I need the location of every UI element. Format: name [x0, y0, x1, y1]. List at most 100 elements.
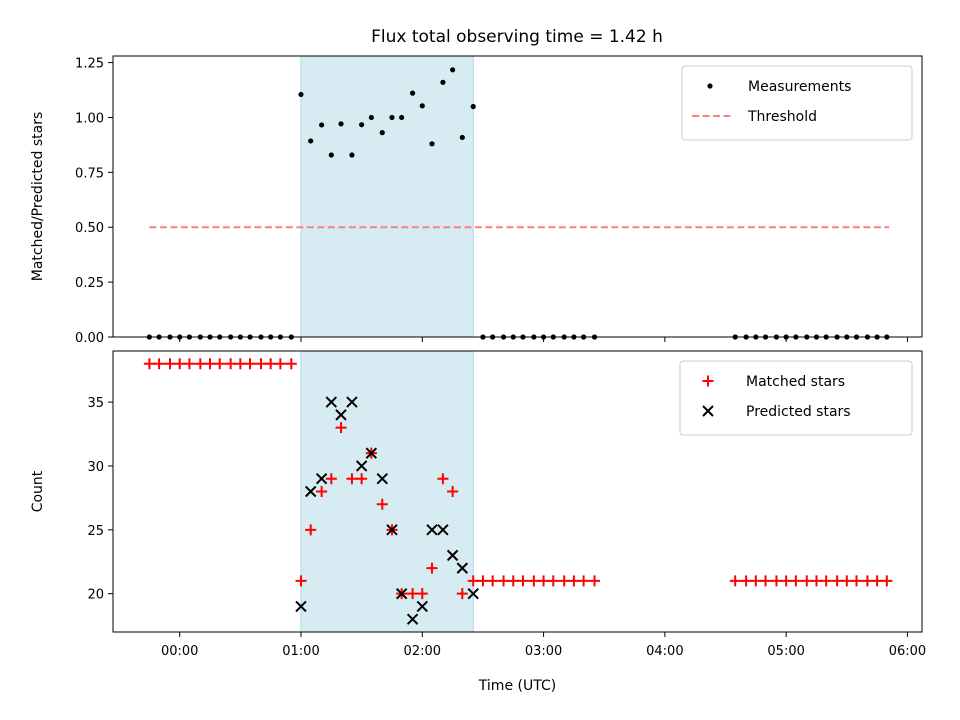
- data-point: [740, 575, 752, 587]
- data-point: [356, 473, 368, 485]
- x-tick-label: 00:00: [161, 644, 198, 659]
- data-point: [325, 473, 337, 485]
- data-point: [841, 575, 853, 587]
- data-point: [507, 575, 519, 587]
- data-point: [407, 588, 419, 600]
- data-point: [274, 358, 286, 370]
- data-point: [770, 575, 782, 587]
- data-point: [308, 138, 314, 144]
- x-tick-label: 01:00: [282, 644, 319, 659]
- data-point: [319, 122, 325, 128]
- data-point: [386, 524, 398, 536]
- y-tick-label: 0.50: [75, 221, 104, 236]
- series-dot: [146, 67, 890, 340]
- data-point: [429, 141, 435, 147]
- data-point: [376, 473, 388, 485]
- data-point: [346, 396, 358, 408]
- x-tick-label: 05:00: [767, 644, 804, 659]
- data-point: [244, 358, 256, 370]
- observing-span: [300, 55, 474, 338]
- data-point: [335, 409, 347, 421]
- data-point: [183, 358, 195, 370]
- data-point: [368, 114, 374, 121]
- data-point: [790, 575, 802, 587]
- data-point: [225, 358, 237, 370]
- legend-key-plus: [702, 375, 714, 387]
- data-point: [437, 473, 449, 485]
- data-point: [315, 473, 328, 485]
- observing-span: [300, 350, 474, 633]
- data-point: [447, 486, 459, 497]
- data-point: [153, 358, 165, 370]
- data-point: [365, 447, 378, 459]
- data-point: [498, 575, 510, 587]
- legend: Measurements Threshold: [681, 65, 913, 141]
- data-point: [470, 103, 476, 110]
- data-point: [750, 575, 762, 587]
- data-point: [578, 575, 590, 587]
- data-point: [861, 575, 873, 587]
- x-tick-label: 04:00: [646, 644, 683, 659]
- data-point: [143, 358, 155, 370]
- data-point: [801, 575, 813, 587]
- data-point: [437, 524, 449, 536]
- y-tick-label: 20: [87, 588, 104, 603]
- y-tick-label: 0.00: [75, 331, 104, 346]
- axes-frame: [112, 350, 923, 633]
- data-point: [426, 562, 438, 574]
- data-point: [355, 460, 368, 472]
- y-axis-label: Count: [30, 470, 46, 512]
- data-point: [379, 130, 385, 136]
- legend-label: Measurements: [748, 79, 851, 95]
- data-point: [558, 575, 570, 587]
- y-tick-label: 0.75: [75, 166, 104, 181]
- series-plus: [143, 358, 893, 600]
- data-point: [194, 358, 206, 370]
- chart-title: Flux total observing time = 1.42 h: [371, 27, 663, 47]
- data-point: [851, 575, 863, 587]
- data-point: [335, 422, 347, 434]
- data-point: [399, 114, 405, 121]
- data-point: [406, 613, 419, 625]
- data-point: [395, 587, 408, 600]
- legend-box: [679, 360, 913, 436]
- data-point: [467, 575, 479, 587]
- data-point: [589, 575, 601, 587]
- data-point: [517, 575, 529, 587]
- data-point: [810, 575, 822, 587]
- data-point: [446, 549, 459, 562]
- x-axis-label: Time (UTC): [478, 678, 556, 694]
- x-tick-label: 03:00: [525, 644, 562, 659]
- data-point: [389, 114, 395, 121]
- x-tick-label: 02:00: [404, 644, 441, 659]
- data-point: [477, 575, 489, 587]
- data-point: [304, 485, 317, 498]
- data-point: [295, 575, 307, 587]
- y-axis-label: Matched/Predicted stars: [30, 112, 46, 282]
- data-point: [820, 575, 832, 587]
- data-point: [416, 588, 428, 600]
- data-point: [316, 486, 328, 497]
- data-point: [419, 103, 425, 109]
- data-point: [456, 588, 468, 600]
- legend-label: Threshold: [747, 109, 817, 125]
- data-point: [359, 122, 365, 128]
- legend-key-dot: [707, 83, 713, 89]
- data-point: [285, 358, 297, 370]
- data-point: [729, 575, 741, 587]
- y-tick-label: 25: [87, 524, 104, 539]
- data-point: [409, 90, 416, 96]
- series-x: [295, 396, 479, 625]
- data-point: [234, 358, 246, 370]
- data-point: [871, 575, 883, 587]
- ratio-panel: 0.00 0.25 0.50 0.75 1.00 1.25 Matched/Predicte…: [30, 55, 923, 346]
- y-tick-label: 0.25: [75, 276, 104, 291]
- data-point: [346, 473, 358, 485]
- data-point: [255, 358, 267, 370]
- axes-frame: [112, 55, 923, 338]
- data-point: [881, 575, 893, 587]
- data-point: [426, 524, 438, 536]
- data-point: [528, 575, 540, 587]
- data-point: [760, 575, 772, 587]
- data-point: [831, 575, 843, 587]
